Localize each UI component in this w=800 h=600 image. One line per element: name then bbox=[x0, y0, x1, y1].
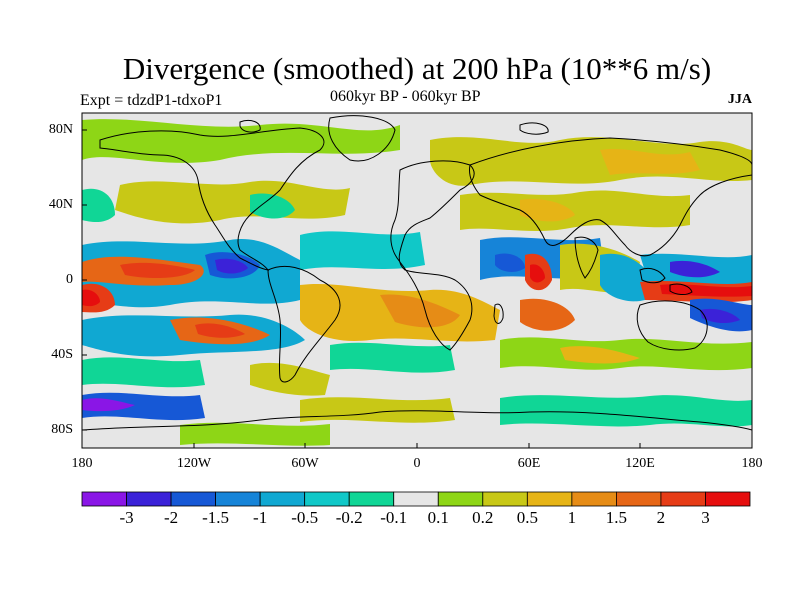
y-tick-40n: 40N bbox=[48, 197, 73, 212]
divergence-field bbox=[82, 113, 752, 448]
colorbar-label: -2 bbox=[163, 508, 179, 527]
colorbar-box bbox=[393, 491, 439, 507]
colorbar-label: -0.1 bbox=[380, 508, 408, 527]
colorbar-label: -1 bbox=[253, 508, 268, 527]
colorbar-box bbox=[571, 491, 617, 507]
coastlines bbox=[82, 115, 752, 431]
x-tick-120w: 120W bbox=[176, 456, 212, 471]
colorbar-box bbox=[215, 491, 261, 507]
colorbar-box bbox=[259, 491, 306, 507]
x-tick-120e: 120E bbox=[625, 456, 655, 471]
y-tick-equator: 0 bbox=[66, 272, 73, 287]
colorbar-label: 1.5 bbox=[605, 508, 628, 527]
x-tick-60e: 60E bbox=[517, 456, 541, 471]
colorbar bbox=[81, 491, 751, 507]
colorbar-box bbox=[482, 491, 528, 507]
x-tick-180w: 180 bbox=[71, 456, 93, 471]
colorbar-box bbox=[705, 491, 751, 507]
experiment-label: Expt = tdzdP1-tdxoP1 bbox=[80, 92, 223, 109]
plot-title: Divergence (smoothed) at 200 hPa (10**6 … bbox=[122, 51, 712, 86]
colorbar-label: -0.5 bbox=[291, 508, 319, 527]
colorbar-label: 0.1 bbox=[427, 508, 449, 527]
colorbar-label: 0.5 bbox=[516, 508, 538, 527]
colorbar-box bbox=[126, 491, 172, 507]
map-ticks bbox=[81, 129, 753, 448]
colorbar-box bbox=[616, 491, 662, 507]
x-tick-180e: 180 bbox=[741, 456, 763, 471]
colorbar-label: 3 bbox=[701, 508, 710, 527]
colorbar-label: 1 bbox=[567, 508, 577, 527]
colorbar-box bbox=[170, 491, 216, 507]
colorbar-label: -1.5 bbox=[202, 508, 230, 527]
x-tick-0: 0 bbox=[413, 456, 421, 471]
colorbar-box bbox=[660, 491, 706, 507]
colorbar-label: -3 bbox=[119, 508, 134, 527]
colorbar-label: -0.2 bbox=[335, 508, 363, 527]
x-tick-60w: 60W bbox=[291, 456, 319, 471]
colorbar-box bbox=[81, 491, 127, 507]
colorbar-label: 0.2 bbox=[472, 508, 494, 527]
colorbar-box bbox=[348, 491, 395, 507]
y-tick-80s: 80S bbox=[51, 422, 73, 437]
colorbar-box bbox=[437, 491, 484, 507]
time-range-label: 060kyr BP - 060kyr BP bbox=[330, 88, 481, 105]
colorbar-box bbox=[526, 491, 573, 507]
season-label: JJA bbox=[727, 92, 752, 107]
colorbar-box bbox=[304, 491, 350, 507]
y-tick-40s: 40S bbox=[51, 347, 73, 362]
colorbar-label: 2 bbox=[656, 508, 666, 527]
y-tick-80n: 80N bbox=[48, 122, 73, 137]
